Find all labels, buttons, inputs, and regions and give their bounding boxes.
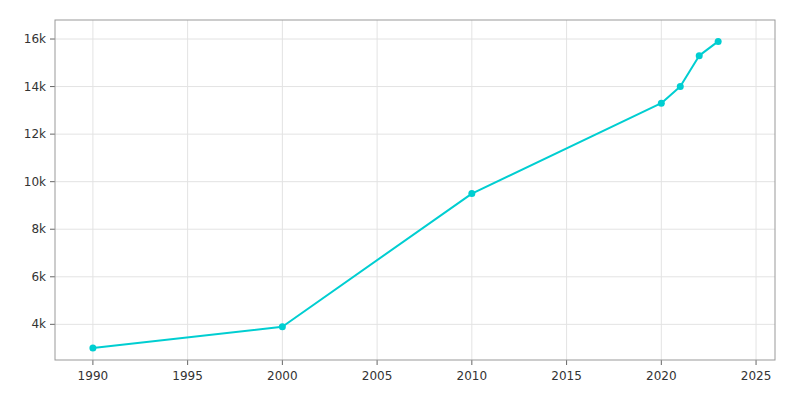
x-grid-line [187,20,188,360]
y-tick-label: 14k [24,80,46,94]
y-grid-line [55,39,775,40]
x-tick [187,360,188,365]
x-tick-label: 2025 [741,369,772,383]
marker [677,83,684,90]
chart: 1990 1995 2000 2005 2010 2015 2020 2025 4k 6k 8k 10… [0,0,800,400]
y-tick [50,134,55,135]
marker [89,345,96,352]
plot-frame [55,20,775,360]
x-tick-label: 2010 [457,369,488,383]
background [0,0,800,400]
x-tick [377,360,378,365]
series [89,38,721,352]
axes: 1990 1995 2000 2005 2010 2015 2020 2025 4k 6k 8k 10… [24,20,775,383]
y-tick-label: 16k [24,32,46,46]
y-tick [50,324,55,325]
marker [696,52,703,59]
y-tick [50,86,55,87]
x-grid-line [471,20,472,360]
x-grid-line [282,20,283,360]
y-tick [50,181,55,182]
y-grid-line [55,134,775,135]
y-tick [50,276,55,277]
y-grid-line [55,86,775,87]
y-grid-line [55,181,775,182]
y-tick-label: 8k [31,222,46,236]
y-tick [50,229,55,230]
marker [468,190,475,197]
x-tick [756,360,757,365]
x-tick [566,360,567,365]
x-tick-label: 1990 [78,369,109,383]
x-grid-line [756,20,757,360]
x-grid-line [92,20,93,360]
y-tick [50,39,55,40]
grid [55,20,775,360]
x-tick-label: 2015 [551,369,582,383]
y-tick-label: 6k [31,270,46,284]
y-grid-line [55,324,775,325]
x-grid-line [661,20,662,360]
x-tick [471,360,472,365]
y-tick-label: 10k [24,175,46,189]
x-tick-label: 1995 [172,369,203,383]
x-tick-label: 2000 [267,369,298,383]
x-tick [282,360,283,365]
x-tick [92,360,93,365]
x-tick [661,360,662,365]
x-grid-line [566,20,567,360]
marker [715,38,722,45]
y-grid-line [55,229,775,230]
y-grid-line [55,276,775,277]
marker [658,100,665,107]
x-grid-line [377,20,378,360]
x-tick-label: 2020 [646,369,677,383]
y-tick-label: 12k [24,127,46,141]
y-tick-label: 4k [31,317,46,331]
x-tick-label: 2005 [362,369,393,383]
line [93,41,718,348]
marker [279,323,286,330]
